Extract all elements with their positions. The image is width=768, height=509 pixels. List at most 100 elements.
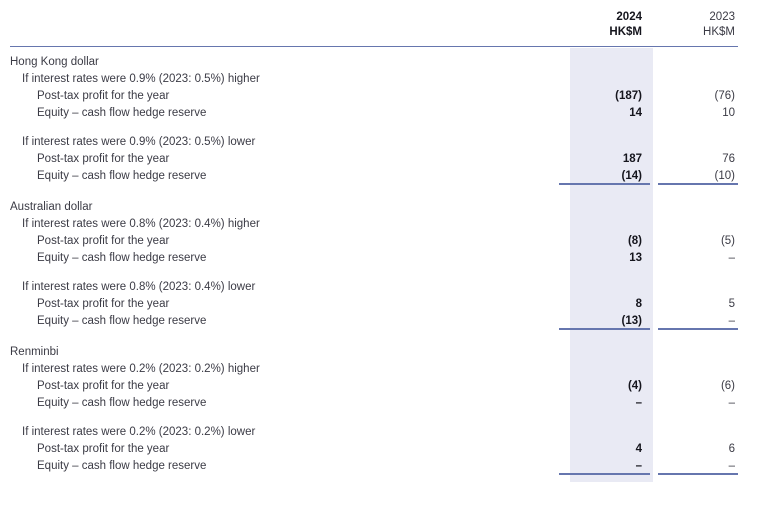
column-header-2024-year: 2024	[616, 11, 642, 23]
column-gap	[650, 395, 658, 412]
column-gap	[650, 105, 658, 122]
condition-label: If interest rates were 0.2% (2023: 0.2%)…	[22, 363, 260, 375]
data-row-underlined: Equity – cash flow hedge reserve – –	[10, 458, 738, 475]
column-highlight-2024	[570, 47, 653, 482]
value-2023: –	[658, 313, 738, 330]
scenario-block-higher: If interest rates were 0.2% (2023: 0.2%)…	[10, 361, 738, 412]
scenario-block-lower: If interest rates were 0.9% (2023: 0.5%)…	[10, 134, 738, 185]
condition-row: If interest rates were 0.2% (2023: 0.2%)…	[10, 361, 738, 378]
currency-heading: Renminbi	[10, 346, 59, 358]
currency-heading-row: Renminbi	[10, 344, 738, 361]
condition-row: If interest rates were 0.8% (2023: 0.4%)…	[10, 216, 738, 233]
value-2024: (13)	[559, 313, 650, 330]
condition-label: If interest rates were 0.9% (2023: 0.5%)…	[22, 73, 260, 85]
table-header: 2024 HK$M 2023 HK$M	[10, 8, 738, 47]
row-label: Equity – cash flow hedge reserve	[37, 170, 207, 182]
row-label: Post-tax profit for the year	[37, 298, 170, 310]
data-row: Equity – cash flow hedge reserve – –	[10, 395, 738, 412]
value-2023: (5)	[720, 235, 735, 247]
column-header-2023-year: 2023	[709, 11, 735, 23]
value-2024: 14	[629, 107, 642, 119]
value-2024: (4)	[627, 380, 642, 392]
section-renminbi: Renminbi If interest rates were 0.2% (20…	[10, 344, 738, 475]
data-row: Equity – cash flow hedge reserve 13 –	[10, 250, 738, 267]
data-row: Post-tax profit for the year 4 6	[10, 441, 738, 458]
column-header-2024-unit: HK$M	[609, 26, 642, 38]
currency-heading-row: Hong Kong dollar	[10, 54, 738, 71]
scenario-block-lower: If interest rates were 0.2% (2023: 0.2%)…	[10, 424, 738, 475]
data-row-underlined: Equity – cash flow hedge reserve (14) (1…	[10, 168, 738, 185]
section-hong-kong-dollar: Hong Kong dollar If interest rates were …	[10, 54, 738, 185]
scenario-block-higher: If interest rates were 0.9% (2023: 0.5%)…	[10, 71, 738, 122]
header-row: 2024 HK$M 2023 HK$M	[10, 8, 738, 47]
value-2023: (10)	[658, 168, 738, 185]
column-gap	[650, 296, 658, 313]
data-row: Post-tax profit for the year (8) (5)	[10, 233, 738, 250]
column-gap	[650, 250, 658, 267]
condition-row: If interest rates were 0.2% (2023: 0.2%)…	[10, 424, 738, 441]
column-gap	[650, 378, 658, 395]
value-2024: 13	[629, 252, 642, 264]
column-gap	[650, 151, 658, 168]
data-row-underlined: Equity – cash flow hedge reserve (13) –	[10, 313, 738, 330]
value-2023: 5	[728, 298, 735, 310]
data-row: Equity – cash flow hedge reserve 14 10	[10, 105, 738, 122]
table-body: Hong Kong dollar If interest rates were …	[10, 47, 738, 475]
value-2024: (8)	[627, 235, 642, 247]
column-header-2023: 2023 HK$M	[658, 10, 738, 40]
section-australian-dollar: Australian dollar If interest rates were…	[10, 199, 738, 330]
value-2023: –	[728, 397, 735, 409]
row-label: Equity – cash flow hedge reserve	[37, 107, 207, 119]
value-2024: (187)	[615, 90, 642, 102]
column-gap	[650, 233, 658, 250]
value-2024: 8	[635, 298, 642, 310]
value-2024: –	[635, 397, 642, 409]
row-label: Post-tax profit for the year	[37, 153, 170, 165]
row-label: Equity – cash flow hedge reserve	[37, 252, 207, 264]
condition-label: If interest rates were 0.2% (2023: 0.2%)…	[22, 426, 256, 438]
column-gap	[650, 441, 658, 458]
value-2023: 6	[728, 443, 735, 455]
condition-label: If interest rates were 0.8% (2023: 0.4%)…	[22, 281, 256, 293]
condition-label: If interest rates were 0.8% (2023: 0.4%)…	[22, 218, 260, 230]
condition-row: If interest rates were 0.8% (2023: 0.4%)…	[10, 279, 738, 296]
value-2024: 187	[622, 153, 642, 165]
value-2024: (14)	[559, 168, 650, 185]
row-label: Equity – cash flow hedge reserve	[37, 460, 207, 472]
data-row: Post-tax profit for the year 187 76	[10, 151, 738, 168]
currency-heading-row: Australian dollar	[10, 199, 738, 216]
row-label: Post-tax profit for the year	[37, 90, 170, 102]
value-2023: –	[728, 252, 735, 264]
condition-row: If interest rates were 0.9% (2023: 0.5%)…	[10, 71, 738, 88]
condition-label: If interest rates were 0.9% (2023: 0.5%)…	[22, 136, 256, 148]
row-label: Equity – cash flow hedge reserve	[37, 397, 207, 409]
column-gap	[650, 168, 658, 185]
value-2023: –	[658, 458, 738, 475]
value-2023: 76	[722, 153, 735, 165]
data-row: Post-tax profit for the year 8 5	[10, 296, 738, 313]
column-header-2023-unit: HK$M	[703, 26, 735, 38]
column-gap	[650, 88, 658, 105]
currency-heading: Australian dollar	[10, 201, 93, 213]
value-2023: (76)	[714, 90, 735, 102]
value-2024: 4	[635, 443, 642, 455]
column-gap	[650, 313, 658, 330]
data-row: Post-tax profit for the year (4) (6)	[10, 378, 738, 395]
interest-rate-sensitivity-table: 2024 HK$M 2023 HK$M Hong Kong dollar If …	[10, 8, 738, 482]
value-2023: 10	[722, 107, 735, 119]
currency-heading: Hong Kong dollar	[10, 56, 99, 68]
scenario-block-lower: If interest rates were 0.8% (2023: 0.4%)…	[10, 279, 738, 330]
header-spacer	[10, 10, 559, 40]
row-label: Post-tax profit for the year	[37, 443, 170, 455]
column-gap	[650, 458, 658, 475]
row-label: Post-tax profit for the year	[37, 235, 170, 247]
column-gap	[650, 10, 658, 40]
value-2024: –	[559, 458, 650, 475]
value-2023: (6)	[720, 380, 735, 392]
data-row: Post-tax profit for the year (187) (76)	[10, 88, 738, 105]
column-header-2024: 2024 HK$M	[559, 10, 650, 40]
condition-row: If interest rates were 0.9% (2023: 0.5%)…	[10, 134, 738, 151]
scenario-block-higher: If interest rates were 0.8% (2023: 0.4%)…	[10, 216, 738, 267]
row-label: Equity – cash flow hedge reserve	[37, 315, 207, 327]
